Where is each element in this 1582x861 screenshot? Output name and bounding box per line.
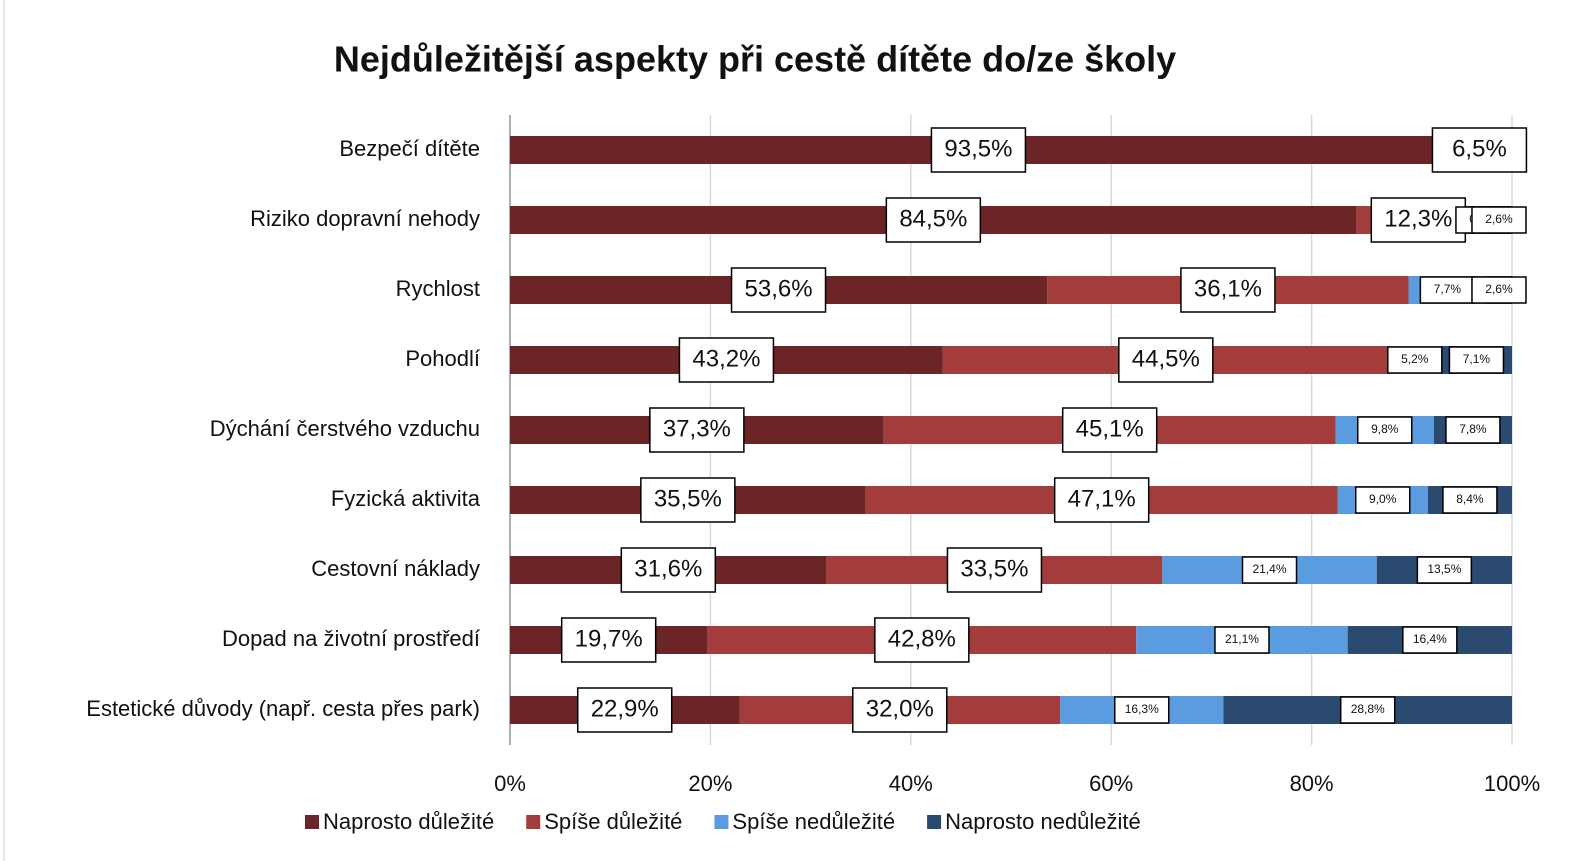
data-label: 16,4%: [1413, 632, 1447, 646]
y-tick-label: Cestovní náklady: [311, 556, 480, 581]
label-box: [930, 127, 1027, 173]
label-box: [1241, 556, 1298, 584]
data-label: 9,0%: [1369, 492, 1397, 506]
label-box: [576, 687, 673, 733]
label-box: [1356, 416, 1413, 444]
data-label: 28,8%: [1351, 702, 1385, 716]
data-label: 33,5%: [960, 555, 1028, 582]
legend-label: Spíše nedůležité: [732, 809, 895, 834]
label-box: [730, 267, 827, 313]
label-box: [1431, 127, 1528, 173]
label-box: [1402, 626, 1458, 654]
data-label: 44,5%: [1132, 345, 1200, 372]
label-box: [1114, 696, 1170, 724]
y-tick-label: Fyzická aktivita: [331, 486, 481, 511]
label-box: [1339, 696, 1396, 724]
label-box: [1214, 626, 1270, 654]
legend-swatch: [927, 815, 942, 829]
data-label: 21,1%: [1225, 632, 1259, 646]
data-label: 7,1%: [1463, 352, 1491, 366]
data-label: 93,5%: [944, 135, 1012, 162]
data-label: 12,3%: [1384, 205, 1452, 232]
data-label: 13,5%: [1427, 562, 1461, 576]
label-box: [640, 477, 736, 523]
legend-label: Spíše důležité: [544, 809, 682, 834]
label-box: [1118, 337, 1214, 383]
y-tick-label: Pohodlí: [405, 346, 480, 371]
data-label: 37,3%: [663, 415, 731, 442]
data-label: 21,4%: [1253, 562, 1287, 576]
y-tick-label: Dýchání čerstvého vzduchu: [210, 416, 480, 441]
label-box: [874, 617, 970, 663]
data-label: 42,8%: [888, 625, 956, 652]
label-box: [1053, 477, 1150, 523]
data-label: 2,6%: [1485, 282, 1513, 296]
data-label: 7,7%: [1434, 282, 1462, 296]
label-box: [1445, 416, 1501, 444]
legend-label: Naprosto nedůležité: [945, 809, 1141, 834]
data-label: 35,5%: [654, 485, 722, 512]
label-box: [1370, 197, 1467, 243]
legend-swatch: [526, 815, 541, 829]
data-label: 32,0%: [866, 695, 934, 722]
data-label: 7,8%: [1459, 422, 1487, 436]
data-label: 31,6%: [634, 555, 702, 582]
x-tick-label: 60%: [1089, 771, 1133, 796]
x-tick-label: 80%: [1290, 771, 1334, 796]
legend-swatch: [305, 815, 319, 829]
data-label: 5,2%: [1401, 352, 1429, 366]
chart-title: Nejdůležitější aspekty při cestě dítěte …: [334, 39, 1176, 80]
label-box: [1180, 267, 1276, 313]
x-tick-label: 100%: [1484, 771, 1540, 796]
data-label: 47,1%: [1068, 485, 1136, 512]
label-box: [1471, 206, 1527, 234]
y-tick-label: Bezpečí dítěte: [339, 136, 480, 161]
data-label: 2,6%: [1485, 212, 1513, 226]
y-tick-label: Dopad na životní prostředí: [222, 626, 480, 651]
label-box: [1354, 486, 1411, 514]
y-tick-label: Riziko dopravní nehody: [250, 206, 480, 231]
legend-swatch: [714, 815, 729, 829]
data-label: 84,5%: [899, 205, 967, 232]
data-label: 45,1%: [1076, 415, 1144, 442]
label-box: [1442, 486, 1498, 514]
label-box: [678, 337, 775, 383]
data-label: 6,5%: [1452, 135, 1507, 162]
label-box: [1416, 556, 1473, 584]
label-box: [560, 617, 657, 663]
label-box: [1448, 346, 1505, 374]
label-box: [885, 197, 982, 243]
label-box: [946, 547, 1043, 593]
data-label: 16,3%: [1125, 702, 1159, 716]
legend-label: Naprosto důležité: [323, 809, 494, 834]
label-box: [1061, 407, 1158, 453]
x-tick-label: 40%: [889, 771, 933, 796]
data-label: 36,1%: [1194, 275, 1262, 302]
label-box: [1471, 276, 1527, 304]
data-label: 43,2%: [692, 345, 760, 372]
label-box: [1387, 346, 1443, 374]
y-tick-label: Estetické důvody (např. cesta přes park): [86, 696, 480, 721]
label-box: [620, 547, 717, 593]
data-label: 9,8%: [1371, 422, 1399, 436]
data-label: 8,4%: [1456, 492, 1484, 506]
data-label: 53,6%: [745, 275, 813, 302]
data-label: 22,9%: [591, 695, 659, 722]
x-tick-label: 20%: [688, 771, 732, 796]
data-label: 19,7%: [575, 625, 643, 652]
label-box: [852, 687, 948, 733]
label-box: [649, 407, 745, 453]
y-tick-label: Rychlost: [396, 276, 480, 301]
x-tick-label: 0%: [494, 771, 526, 796]
